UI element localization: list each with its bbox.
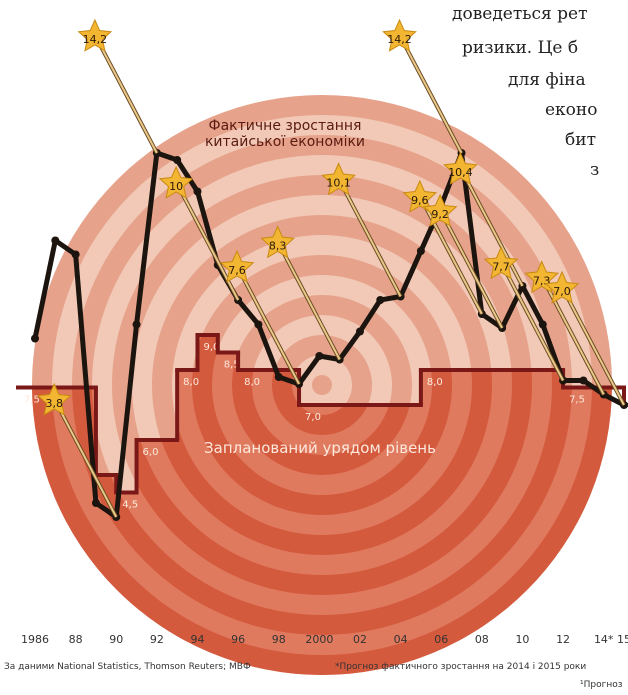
ring <box>312 375 332 395</box>
value-label: 8,3 <box>269 240 287 253</box>
dart <box>53 398 118 518</box>
star <box>36 382 72 416</box>
planned-label: 4,5 <box>122 500 138 511</box>
actual-point <box>51 236 60 245</box>
value-label: 7,7 <box>492 261 510 274</box>
x-tick-label: 10 <box>515 633 529 646</box>
x-tick-label: 12 <box>556 633 570 646</box>
article-line: для фіна <box>508 70 586 90</box>
star <box>260 225 295 259</box>
actual-point <box>173 156 182 164</box>
planned-label: 8,5 <box>224 360 240 371</box>
x-tick-label: 1986 <box>21 633 49 646</box>
dart <box>276 241 341 360</box>
planned-label: Запланований урядом рівень <box>204 439 436 457</box>
star <box>544 270 580 304</box>
star <box>422 193 458 227</box>
actual-point <box>376 296 385 304</box>
value-label: 10 <box>169 180 183 193</box>
actual-point <box>355 327 364 336</box>
actual-point <box>91 499 100 507</box>
actual-point <box>132 320 141 329</box>
star <box>443 151 478 185</box>
x-tick-label: 04 <box>394 633 408 646</box>
star <box>77 18 113 52</box>
marks: 1986 88 90 92 94 96 98 2000 02 04 06 08 10 12 14* 15 7,5… <box>16 18 628 646</box>
x-tick-label: 02 <box>353 633 367 646</box>
planned-label: 7,5 <box>569 395 585 406</box>
footnote: *Прогноз фактичного зростання на 2014 і … <box>335 662 587 672</box>
planned-label: 9,0 <box>203 342 219 353</box>
actual-point <box>315 352 324 360</box>
planned-label: 7,0 <box>305 412 321 423</box>
star <box>483 246 519 280</box>
article-line: з <box>590 160 600 180</box>
actual-label: Фактичне зростання китайської економіки <box>204 118 366 150</box>
value-label: 9,6 <box>411 194 429 207</box>
x-tick-label: 08 <box>475 633 489 646</box>
dart <box>439 209 504 329</box>
dart <box>459 167 524 287</box>
actual-point <box>579 376 588 385</box>
value-label: 14,2 <box>387 33 412 46</box>
x-tick-label: 88 <box>69 633 83 646</box>
article-line: бит <box>565 130 596 150</box>
article-line: доведеться рет <box>452 4 588 24</box>
x-tick-label: 2000 <box>305 633 333 646</box>
dart <box>337 178 402 297</box>
article-line: еконо <box>545 100 598 120</box>
dart <box>540 276 605 395</box>
actual-point <box>274 373 283 381</box>
actual-point <box>416 247 425 255</box>
planned-label: 7,5 <box>24 395 40 406</box>
dart <box>561 286 625 406</box>
x-tick-label: 14* <box>594 633 614 646</box>
actual-line <box>32 150 626 520</box>
star <box>321 162 356 196</box>
star <box>158 165 194 199</box>
x-tick-label: 06 <box>434 633 448 646</box>
planned-label: 8,0 <box>183 377 199 388</box>
actual-point <box>31 334 39 343</box>
planned-label: 8,0 <box>427 377 443 388</box>
x-tick-label: 96 <box>231 633 245 646</box>
actual-point <box>538 320 547 329</box>
actual-point <box>193 187 202 196</box>
source: За даними National Statistics, Thomson R… <box>4 662 251 672</box>
value-label: 10,4 <box>448 166 473 179</box>
value-label: 14,2 <box>83 33 108 46</box>
x-tick-label: 90 <box>109 633 123 646</box>
x-tick-label: 92 <box>150 633 164 646</box>
dart <box>500 262 564 381</box>
dart <box>398 34 463 154</box>
value-label: 9,2 <box>431 208 449 221</box>
actual-point <box>254 320 263 329</box>
x-tick-label: 94 <box>190 633 204 646</box>
article-line: ризики. Це б <box>462 38 579 58</box>
dart <box>418 195 483 315</box>
planned-label: 8,0 <box>244 377 260 388</box>
planned-label: 6,0 <box>143 447 159 458</box>
dart <box>93 34 158 154</box>
footnote: ¹Прогноз <box>580 680 623 690</box>
value-label: 10,1 <box>326 177 351 190</box>
value-label: 3,8 <box>45 397 63 410</box>
value-label: 7,0 <box>553 285 571 298</box>
star <box>402 179 438 213</box>
x-tick-label: 98 <box>272 633 286 646</box>
actual-point <box>71 250 80 259</box>
star <box>219 249 255 283</box>
dart <box>236 265 300 385</box>
value-label: 7,6 <box>228 264 246 277</box>
x-tick-label: 15 <box>617 633 628 646</box>
star <box>382 18 417 52</box>
